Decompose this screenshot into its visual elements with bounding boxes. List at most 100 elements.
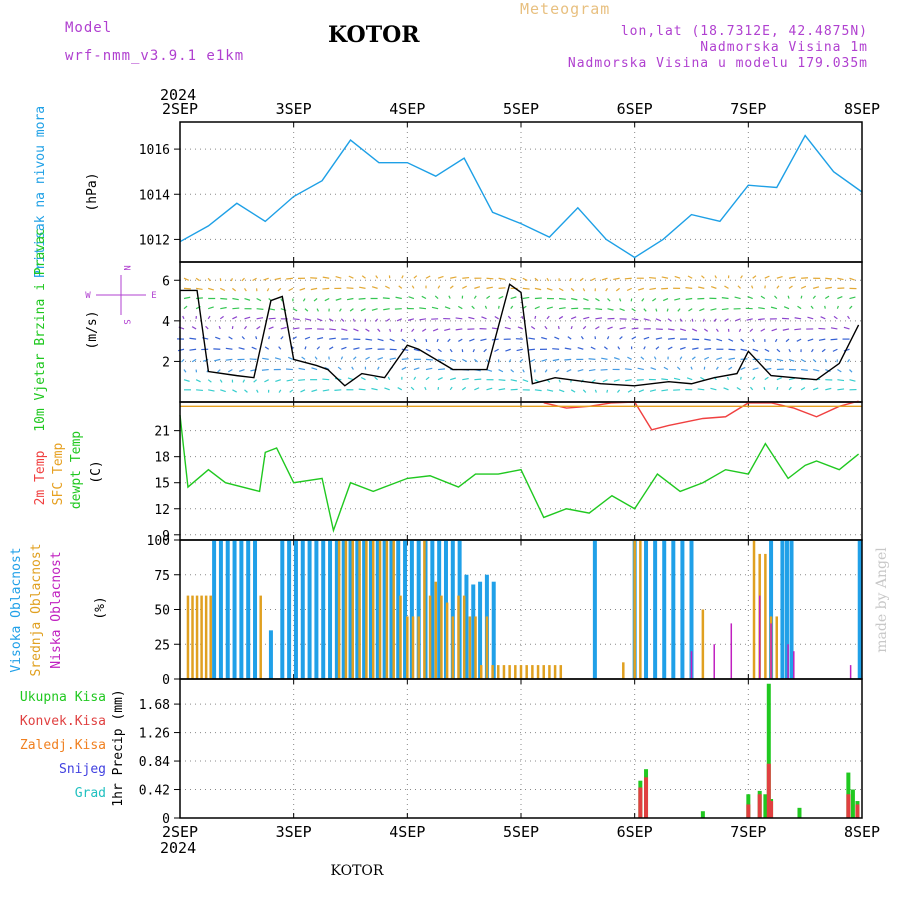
wind-barb bbox=[329, 328, 336, 331]
wind-barb bbox=[377, 338, 384, 342]
wind-barb bbox=[324, 366, 330, 371]
wind-barb bbox=[752, 338, 755, 343]
wind-barb bbox=[292, 308, 298, 312]
wind-barb bbox=[498, 287, 506, 289]
wind-barb bbox=[685, 297, 693, 301]
wind-barb bbox=[385, 318, 391, 322]
wind-barb bbox=[300, 389, 306, 393]
wind-barb bbox=[232, 287, 237, 292]
low-cloud-bar bbox=[690, 651, 693, 679]
wind-barb bbox=[462, 377, 469, 381]
high-cloud-bar bbox=[321, 540, 326, 679]
wind-barb bbox=[783, 306, 790, 310]
high-cloud-bar bbox=[784, 540, 789, 679]
wind-barb bbox=[691, 318, 694, 322]
y-tick-label: 100 bbox=[147, 534, 170, 549]
wind-barb bbox=[474, 358, 478, 363]
wind-barb bbox=[352, 318, 356, 322]
y-tick-label: 21 bbox=[154, 425, 170, 440]
date-label: 3SEP bbox=[276, 823, 312, 841]
high-cloud-bar bbox=[341, 540, 346, 679]
high-cloud-bar bbox=[769, 540, 774, 679]
wind-barb bbox=[704, 348, 712, 350]
panel-clouds: 0 25 50 75 100 bbox=[147, 534, 863, 688]
wind-barb bbox=[437, 348, 442, 353]
wind-barb bbox=[360, 376, 366, 381]
wind-barb bbox=[473, 295, 477, 299]
precip-side-label: 1hr Precip (mm) bbox=[111, 689, 126, 806]
wind-barb bbox=[737, 285, 742, 289]
wind-barb bbox=[291, 346, 294, 350]
wind-barb bbox=[716, 338, 723, 342]
wind-barb bbox=[413, 275, 418, 279]
wind-barb bbox=[667, 337, 675, 340]
wind-barb bbox=[444, 306, 451, 310]
wind-barb bbox=[590, 277, 596, 281]
pressure-line bbox=[179, 134, 863, 259]
wind-barb bbox=[566, 368, 572, 373]
wind-barb bbox=[314, 356, 318, 360]
high-cloud-bar bbox=[293, 540, 298, 679]
wind-barb bbox=[299, 287, 306, 291]
wind-barb bbox=[256, 317, 264, 320]
total-precip-bar bbox=[700, 811, 705, 818]
wind-barb bbox=[195, 277, 200, 282]
wind-barb bbox=[183, 305, 188, 310]
wind-barb bbox=[274, 357, 281, 360]
wind-barb bbox=[579, 277, 584, 282]
high-cloud-bar bbox=[232, 540, 237, 679]
wind-barb bbox=[690, 366, 693, 370]
cloud-side-labels: Visoka Oblacnost Srednja Oblacnost Niska… bbox=[9, 543, 108, 676]
wind-barb bbox=[431, 306, 439, 310]
wind-barb bbox=[663, 366, 669, 371]
y-tick-label: 1012 bbox=[139, 233, 170, 248]
temp2m-line bbox=[543, 400, 859, 431]
wind-barb bbox=[849, 369, 853, 373]
wind-barb bbox=[461, 386, 467, 391]
wind-barb bbox=[735, 318, 741, 322]
wind-barb bbox=[824, 305, 826, 309]
y-tick-label: 2 bbox=[162, 355, 170, 370]
high-cloud-bar bbox=[857, 540, 862, 679]
wind-barb bbox=[676, 366, 681, 370]
high-cloud-bar bbox=[478, 581, 483, 679]
wind-barb bbox=[643, 336, 650, 340]
date-label: 2SEP bbox=[162, 823, 198, 841]
wind-barb bbox=[679, 356, 683, 360]
date-label: 6SEP bbox=[617, 100, 653, 118]
wind-barb bbox=[401, 348, 409, 351]
wind-barb bbox=[677, 308, 681, 312]
date-label: 4SEP bbox=[389, 100, 425, 118]
wind-barb bbox=[728, 357, 736, 360]
wind-barb bbox=[338, 308, 342, 312]
wind-barb bbox=[316, 308, 319, 312]
wind-barb bbox=[666, 308, 669, 312]
wind-barb bbox=[595, 308, 603, 311]
wind-barb bbox=[721, 297, 729, 300]
wind-barb bbox=[286, 277, 293, 280]
wind-barb bbox=[462, 285, 467, 289]
wind-barb bbox=[181, 358, 185, 363]
wind-barb bbox=[788, 276, 796, 279]
wind-barb bbox=[661, 389, 669, 392]
wind-barb bbox=[631, 308, 636, 312]
wind-barb bbox=[652, 298, 657, 302]
wind-barb bbox=[436, 338, 439, 343]
wind-barb bbox=[494, 348, 499, 353]
wind-barb bbox=[637, 287, 644, 291]
y-tick-label: 9 bbox=[162, 529, 170, 544]
wind-barb bbox=[530, 358, 536, 363]
wind-barb bbox=[334, 389, 342, 391]
wind-barb bbox=[782, 328, 790, 331]
wind-barb bbox=[389, 338, 395, 342]
wind-barb bbox=[220, 287, 226, 292]
wind-barb bbox=[375, 275, 379, 279]
wind-barb bbox=[365, 356, 370, 360]
mid-cloud-bar bbox=[451, 616, 455, 679]
wind-barb bbox=[774, 338, 778, 343]
wind-barb bbox=[606, 389, 609, 393]
wind-barb bbox=[776, 276, 783, 279]
wind-barb bbox=[207, 379, 212, 383]
wind-barb bbox=[383, 308, 390, 311]
wind-barb bbox=[214, 358, 221, 362]
